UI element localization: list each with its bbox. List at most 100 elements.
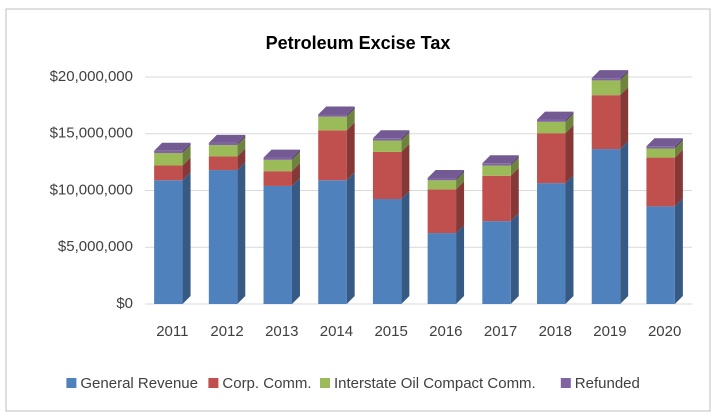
bar-segment	[372, 132, 410, 152]
bar-segment	[154, 172, 191, 304]
bar-segment	[427, 181, 465, 234]
bar	[646, 146, 675, 149]
bar-segment	[646, 140, 683, 158]
bar	[482, 175, 511, 222]
bar-segment	[263, 149, 300, 160]
bar-side	[346, 122, 355, 181]
bar-side	[620, 87, 629, 150]
bar-side	[401, 191, 410, 304]
bar-side	[401, 143, 410, 200]
bar-segment	[372, 191, 410, 304]
bar-top	[318, 106, 355, 115]
bar-side	[401, 130, 410, 141]
bar	[591, 78, 621, 81]
bar-side	[674, 138, 683, 149]
bar-side	[620, 141, 629, 304]
bar-side	[620, 72, 629, 96]
bar-segment	[591, 72, 629, 96]
bar	[537, 133, 566, 184]
bar	[263, 157, 292, 160]
bar	[646, 148, 675, 158]
y-tick-label: $15,000,000	[50, 125, 133, 142]
bar-side	[291, 163, 300, 186]
bar-segment	[537, 111, 574, 122]
bar-side	[346, 106, 355, 117]
bar	[208, 145, 238, 157]
bar-segment	[537, 125, 574, 184]
bar	[537, 183, 566, 304]
legend-label: Interstate Oil Compact Comm.	[334, 375, 536, 392]
bar-side	[565, 175, 574, 304]
x-tick-label: 2017	[484, 323, 517, 340]
bar-side	[510, 213, 519, 304]
bar-top	[208, 134, 246, 143]
bar	[427, 180, 457, 190]
bar-segment	[208, 134, 246, 146]
bar	[318, 130, 347, 181]
y-tick-label: $10,000,000	[50, 181, 133, 198]
bar-side	[182, 142, 191, 154]
bar-side	[346, 172, 355, 304]
bar	[318, 180, 347, 304]
bar-top	[427, 170, 465, 179]
bar-segment	[263, 163, 300, 186]
bar-top	[263, 149, 300, 158]
bar-segment	[482, 155, 519, 166]
x-tick-label: 2020	[648, 323, 681, 340]
bar-side	[237, 134, 246, 146]
bar-top	[372, 130, 410, 139]
bar-top	[591, 70, 629, 79]
bar	[537, 119, 566, 122]
bar	[372, 138, 402, 141]
bar-segment	[646, 198, 683, 304]
bar-side	[182, 145, 191, 166]
bar-segment	[537, 175, 574, 304]
bar-segment	[263, 151, 300, 172]
bar-side	[182, 172, 191, 304]
bar-side	[620, 70, 629, 81]
bar-segment	[208, 148, 246, 171]
bar	[591, 80, 621, 96]
bar-side	[565, 113, 574, 134]
bar-side	[237, 162, 246, 304]
legend-swatch	[560, 378, 571, 388]
bar-side	[401, 132, 410, 152]
bar-segment	[208, 162, 246, 304]
bar	[537, 121, 566, 134]
bar-segment	[318, 106, 355, 117]
bar-segment	[482, 167, 519, 222]
bar-segment	[154, 157, 191, 181]
bar-top	[646, 138, 683, 147]
y-tick-label: $20,000,000	[50, 68, 133, 85]
bar	[427, 189, 457, 234]
bar-segment	[482, 213, 519, 304]
bar	[154, 150, 183, 154]
bar-segment	[318, 172, 355, 304]
bar-side	[674, 149, 683, 207]
bar-segment	[427, 172, 465, 190]
bar	[208, 170, 238, 304]
bar-segment	[591, 141, 629, 304]
bar	[263, 185, 292, 304]
bar	[372, 140, 402, 152]
y-tick-label: $5,000,000	[58, 238, 133, 255]
bar-side	[182, 157, 191, 181]
bar	[154, 180, 183, 304]
bar-segment	[427, 225, 465, 304]
bar-segment	[537, 113, 574, 134]
legend-swatch	[320, 378, 330, 388]
bar-segment	[646, 138, 683, 149]
bar	[482, 163, 511, 166]
bar-segment	[591, 87, 629, 150]
legend-label: Corp. Comm.	[222, 375, 311, 392]
bar-side	[510, 155, 519, 166]
bar	[263, 159, 292, 172]
bar-side	[237, 148, 246, 171]
bar-side	[510, 157, 519, 176]
bar-side	[510, 167, 519, 222]
bar	[208, 142, 238, 146]
bar-segment	[318, 122, 355, 181]
bar-segment	[591, 70, 629, 81]
bar-side	[565, 111, 574, 122]
